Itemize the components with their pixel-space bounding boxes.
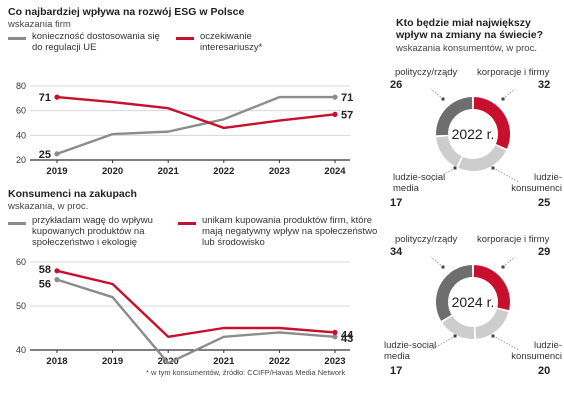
chart1-series-1-start-label: 71	[39, 92, 51, 104]
donut2-slice-0	[473, 265, 510, 311]
d2-value-social: 17	[390, 365, 403, 377]
d1-label-firmy: korporacje i firmy	[477, 67, 550, 78]
chart2-legend-swatch-red	[178, 222, 196, 225]
chart2-series-1-point-0	[54, 268, 60, 274]
donut1-center-label: 2022 r.	[452, 126, 495, 142]
chart1-series-0-line	[56, 95, 335, 155]
donut-subtitle: wskazania konsumentów, w proc.	[396, 43, 537, 54]
chart2-series-1-line	[56, 269, 336, 338]
footnote: * w tym konsumentów, źródło: CCIFP/Havas…	[146, 368, 346, 377]
donut1-leader-3	[492, 167, 520, 183]
d1-label-rzady: polityczy/rządy	[395, 67, 458, 78]
chart2-xtick-2022: 2022	[269, 356, 290, 367]
chart2-subtitle: wskazania, w proc.	[8, 201, 89, 212]
chart2-title: Konsumenci na zakupach	[8, 188, 137, 200]
d2-value-firmy: 29	[538, 246, 551, 258]
donut1-leader-0	[430, 88, 444, 100]
d1-label-social: ludzie-social media	[393, 172, 446, 194]
chart2-series-0-line	[56, 278, 336, 365]
d1-label-konsumenci: ludzie-konsumenci	[511, 172, 562, 194]
donut2-leader-dot-0	[441, 265, 445, 269]
chart2-xtick-2021: 2021	[213, 356, 235, 367]
chart1-series-1-end-label: 57	[341, 109, 353, 121]
donut1-leader-dot-3	[491, 166, 495, 170]
chart1-xtick-2024: 2024	[324, 166, 346, 177]
d1-value-firmy: 32	[538, 79, 551, 91]
chart2-ytick-60: 60	[16, 257, 26, 267]
chart1-series-1-line	[56, 95, 336, 130]
chart2-xtick-2018: 2018	[46, 356, 67, 367]
donut1-leader-2	[430, 167, 456, 183]
chart2-series-0-start-label: 56	[39, 279, 51, 291]
chart1-ytick-20: 20	[16, 155, 26, 165]
chart1-subtitle: wskazania firm	[8, 19, 71, 30]
donut1-slice-3	[436, 97, 473, 136]
donut1-slice-1	[458, 145, 506, 172]
chart1-series-0-start-label: 25	[39, 149, 51, 161]
chart2-series-0-point-0	[54, 277, 60, 283]
chart1-xtick-2022: 2022	[213, 166, 234, 177]
chart2-xtick-2019: 2019	[102, 356, 123, 367]
donut1-leader-dot-1	[501, 97, 505, 101]
chart1-ytick-80: 80	[16, 81, 26, 91]
donut2-leader-3	[492, 335, 520, 351]
chart2-legend-red: unikam kupowania produktów firm, które m…	[202, 215, 378, 248]
chart1-xtick-2020: 2020	[102, 166, 123, 177]
donut2-center-label: 2024 r.	[452, 294, 495, 310]
chart2-series-0-point-5	[332, 334, 338, 340]
chart1-xtick-2019: 2019	[46, 166, 67, 177]
donut2-slice-3	[436, 265, 473, 321]
donut2-slice-2	[442, 316, 475, 339]
chart2-series-1-end-label: 44	[341, 329, 354, 341]
chart1-xtick-2021: 2021	[158, 166, 180, 177]
d2-label-rzady: polityczy/rządy	[395, 234, 458, 245]
chart2-legend-gray: przykładam wagę do wpływu kupowanych pro…	[32, 215, 153, 248]
chart1-legend-swatch-red	[176, 37, 194, 40]
chart2-series-1-start-label: 58	[39, 264, 51, 276]
donut1-slice-0	[473, 97, 510, 149]
donut1-leader-dot-0	[441, 97, 445, 101]
chart1-legend-red: oczekiwanie interesariuszy*	[200, 31, 263, 53]
chart1-legend-swatch-gray	[8, 37, 26, 40]
d2-label-firmy: korporacje i firmy	[477, 234, 550, 245]
d2-label-social: ludzie-social media	[384, 340, 437, 362]
donut2-leader-2	[430, 335, 456, 351]
donut2-leader-dot-1	[501, 265, 505, 269]
donut-title: Kto będzie miał największy wpływ na zmia…	[396, 17, 544, 41]
chart1-series-0-point-5	[332, 94, 338, 100]
chart1-series-0-point-0	[54, 151, 60, 157]
chart1-ytick-40: 40	[16, 130, 26, 140]
chart1-xtick-2023: 2023	[269, 166, 290, 177]
chart1-series-1-point-0	[54, 94, 60, 100]
chart1-series-1-point-5	[332, 111, 338, 117]
d1-value-social: 17	[390, 197, 403, 209]
chart2-xtick-2023: 2023	[324, 356, 345, 367]
chart2-legend-swatch-gray	[8, 222, 26, 225]
donut2-slice-1	[475, 308, 509, 339]
chart2-ytick-50: 50	[16, 301, 26, 311]
chart1-legend-gray: konieczność dostosowania się do regulacj…	[32, 31, 160, 53]
d2-value-rzady: 34	[390, 246, 403, 258]
chart2-series-0-end-label: 43	[341, 333, 353, 345]
donut1-leader-dot-2	[453, 166, 457, 170]
donut2-leader-1	[502, 256, 516, 268]
donut2-leader-0	[430, 256, 444, 268]
d1-value-konsumenci: 25	[538, 197, 551, 209]
chart2-ytick-40: 40	[16, 345, 26, 355]
chart1-title: Co najbardziej wpływa na rozwój ESG w Po…	[8, 6, 245, 18]
d2-label-konsumenci: ludzie-konsumenci	[511, 340, 562, 362]
chart1-series-0-end-label: 71	[341, 92, 353, 104]
donut2-leader-dot-2	[453, 334, 457, 338]
donut1-slice-2	[436, 136, 462, 167]
d2-value-konsumenci: 20	[538, 365, 551, 377]
donut2-leader-dot-3	[491, 334, 495, 338]
d1-value-rzady: 26	[390, 79, 403, 91]
chart2-series-1-point-5	[332, 329, 338, 335]
chart1-ytick-60: 60	[16, 106, 26, 116]
donut1-leader-1	[502, 88, 516, 100]
